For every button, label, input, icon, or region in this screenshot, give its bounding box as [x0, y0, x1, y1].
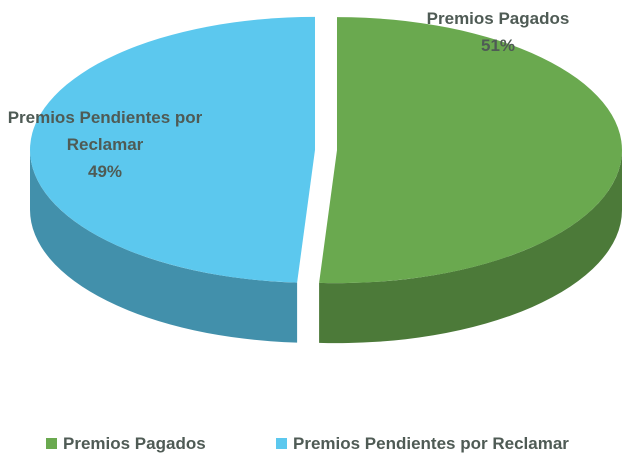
- legend-item: Premios Pendientes por Reclamar: [276, 434, 569, 454]
- slice: [30, 16, 316, 283]
- data-label-value: 49%: [87, 162, 123, 181]
- data-label-value: 51%: [480, 36, 516, 55]
- data-label: Premios Pagados 51%: [393, 5, 603, 59]
- legend-item: Premios Pagados: [46, 434, 206, 454]
- legend-label: Premios Pendientes por Reclamar: [293, 434, 569, 453]
- data-label-name: Premios Pagados: [426, 9, 570, 28]
- slice: [319, 17, 622, 284]
- data-label-name: Premios Pendientes por Reclamar: [7, 108, 203, 154]
- legend-swatch: [46, 438, 57, 449]
- legend-swatch: [276, 438, 287, 449]
- legend-label: Premios Pagados: [63, 434, 206, 453]
- slice-side: [30, 149, 298, 343]
- slice-side: [319, 150, 622, 344]
- data-label: Premios Pendientes por Reclamar 49%: [5, 104, 205, 185]
